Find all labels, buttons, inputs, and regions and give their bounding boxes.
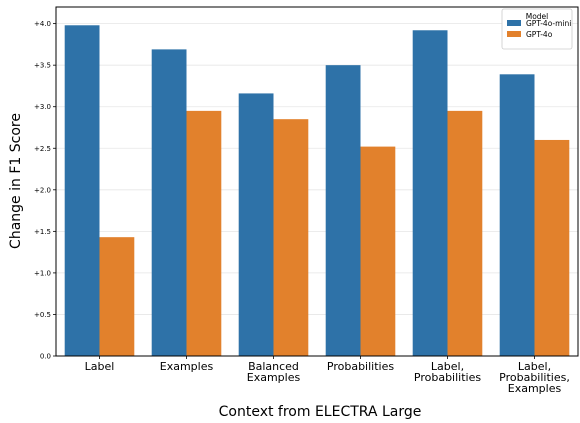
bar: [238, 93, 274, 357]
bar: [273, 119, 309, 356]
legend-label: GPT-4o: [526, 30, 553, 39]
y-tick-label: +1.5: [34, 228, 51, 236]
y-tick-label: +3.5: [34, 62, 51, 70]
x-ticks: Label Examples BalancedExamplesProbabiliti…: [85, 356, 570, 395]
y-tick-label: 0.0: [40, 353, 51, 361]
legend-title: Model: [526, 12, 549, 21]
x-tick-label: Probabilities: [414, 371, 481, 384]
bar: [99, 237, 135, 356]
y-ticks: 0.0 +0.5 +1.0 +1.5 +2.0 +2.5 +3.0 +3.5 +4.0: [34, 20, 56, 361]
bars-layer: [64, 25, 570, 357]
bar: [534, 139, 570, 356]
axes-layer: [55, 6, 579, 357]
y-tick-label: +2.5: [34, 145, 51, 153]
y-tick-label: +1.0: [34, 269, 51, 277]
x-tick-label: Examples: [160, 360, 214, 373]
x-tick-label: Probabilities: [327, 360, 394, 373]
bar: [64, 25, 100, 357]
y-tick-label: +3.0: [34, 103, 51, 111]
x-tick-label: Label: [85, 360, 115, 373]
legend-items: GPT-4o-mini GPT-4o: [507, 19, 571, 39]
bar: [412, 30, 448, 357]
y-tick-label: +4.0: [34, 20, 51, 28]
bar: [360, 146, 396, 356]
bar: [151, 49, 187, 356]
bar: [499, 74, 535, 357]
x-tick-label: Examples: [508, 382, 562, 395]
legend-swatch: [507, 31, 521, 37]
x-tick-label: Balanced: [248, 360, 299, 373]
x-axis-label: Context from ELECTRA Large: [219, 404, 422, 420]
bar: [325, 65, 361, 357]
bar: [447, 110, 483, 356]
bar: [186, 110, 222, 356]
legend-swatch: [507, 20, 521, 26]
y-axis-label: Change in F1 Score: [8, 113, 24, 249]
x-tick-label: Examples: [247, 371, 301, 384]
legend: Model GPT-4o-mini GPT-4o: [501, 8, 573, 50]
grid-layer: [56, 23, 578, 357]
x-tick-label: Probabilities,: [499, 371, 570, 384]
legend-frame: [501, 8, 573, 50]
legend-label: GPT-4o-mini: [526, 19, 571, 28]
x-tick-label: Label,: [518, 360, 551, 373]
plot-frame: [55, 6, 579, 357]
y-tick-label: +2.0: [34, 186, 51, 194]
x-tick-label: Label,: [431, 360, 464, 373]
y-tick-label: +0.5: [34, 311, 51, 319]
